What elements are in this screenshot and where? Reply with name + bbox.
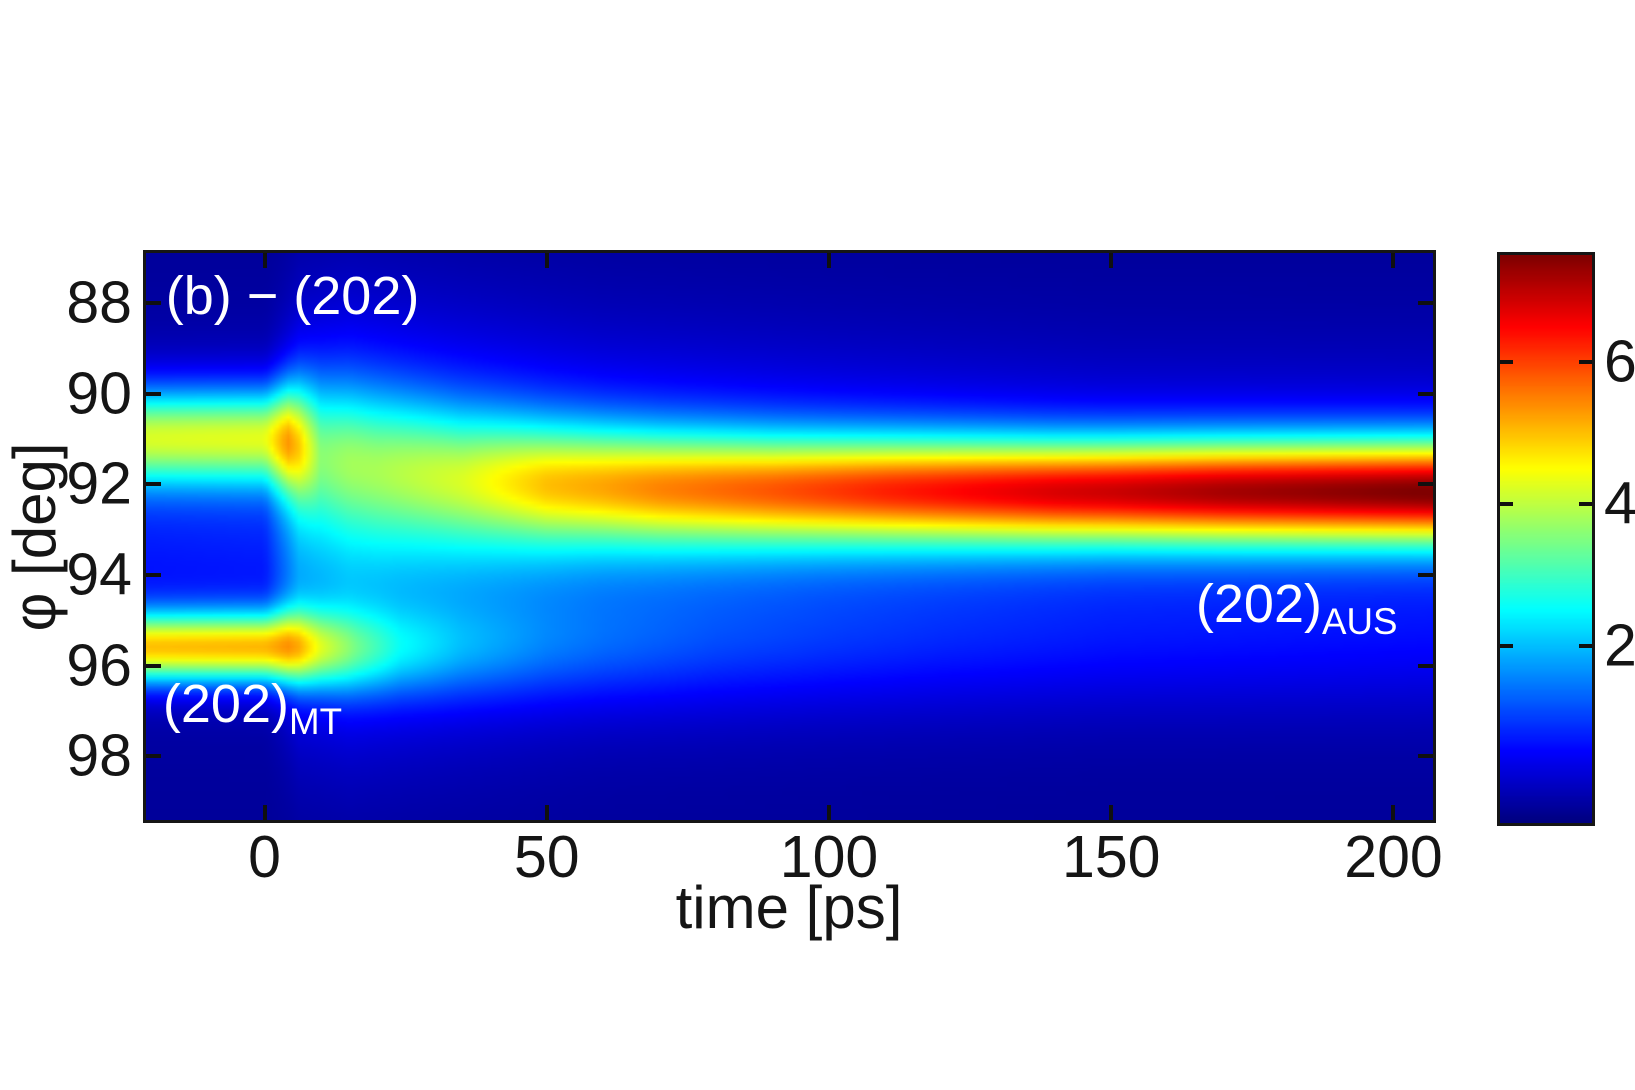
colorbar-tick <box>1500 643 1513 648</box>
y-tick-label: 98 <box>66 722 132 789</box>
y-tick-label: 90 <box>66 360 132 427</box>
x-tick-label: 50 <box>513 824 580 890</box>
x-axis-tick-top <box>544 253 549 268</box>
colorbar-tick-label: 6 <box>1604 328 1635 394</box>
colorbar-tick-label: 2 <box>1604 612 1635 678</box>
y-tick-label: 92 <box>66 450 132 517</box>
austenite-label-main: (202) <box>1195 574 1322 635</box>
martensite-label-main: (202) <box>162 674 289 735</box>
y-axis-tick-right <box>1418 300 1433 305</box>
colorbar-tick-right <box>1579 359 1592 364</box>
y-tick-label: 88 <box>66 269 132 336</box>
y-axis-tick <box>146 482 161 487</box>
x-axis-tick <box>544 805 549 820</box>
y-tick-label: 96 <box>66 632 132 699</box>
y-axis-tick-right <box>1418 482 1433 487</box>
x-axis-tick-top <box>1391 253 1396 268</box>
colorbar-tick-right <box>1579 501 1592 506</box>
colorbar-tick-right <box>1579 643 1592 648</box>
x-axis-label: time [ps] <box>675 874 903 941</box>
x-axis-tick-top <box>1109 253 1114 268</box>
x-tick-label: 0 <box>248 824 281 890</box>
y-axis-tick-right <box>1418 573 1433 578</box>
y-axis-tick <box>146 391 161 396</box>
colorbar-tick <box>1500 359 1513 364</box>
x-axis-tick-top <box>827 253 831 268</box>
x-tick-label: 200 <box>1344 824 1443 890</box>
colorbar-tick-label: 4 <box>1604 470 1635 536</box>
y-axis-tick-right <box>1418 754 1433 759</box>
y-tick-label: 94 <box>66 541 132 608</box>
panel-title-text: (b) − (202) <box>165 265 420 326</box>
heatmap-panel: (b) − (202) (202)AUS (202)MT <box>143 250 1436 823</box>
x-tick-label: 150 <box>1062 824 1161 890</box>
x-axis-tick <box>827 805 831 820</box>
y-axis-tick <box>146 573 161 578</box>
x-axis-tick <box>1391 805 1396 820</box>
colorbar <box>1497 252 1595 826</box>
martensite-label-subscript: MT <box>288 700 343 742</box>
y-axis-tick-right <box>1418 663 1433 668</box>
x-axis-tick <box>1109 805 1114 820</box>
y-axis-tick <box>146 754 161 759</box>
panel-title-annotation: (b) − (202) <box>166 269 420 323</box>
heatmap-canvas <box>146 253 1433 820</box>
colorbar-tick <box>1500 501 1513 506</box>
colorbar-canvas <box>1500 255 1592 823</box>
y-axis-label: φ [deg] <box>1 441 68 632</box>
martensite-peak-annotation: (202)MT <box>162 674 342 740</box>
y-axis-tick <box>146 663 161 668</box>
austenite-peak-annotation: (202)AUS <box>1195 574 1398 640</box>
x-axis-tick <box>262 805 267 820</box>
x-axis-tick-top <box>262 253 267 268</box>
austenite-label-subscript: AUS <box>1321 601 1398 643</box>
y-axis-tick <box>146 300 161 305</box>
y-axis-tick-right <box>1418 391 1433 396</box>
x-tick-label: 100 <box>779 824 879 890</box>
